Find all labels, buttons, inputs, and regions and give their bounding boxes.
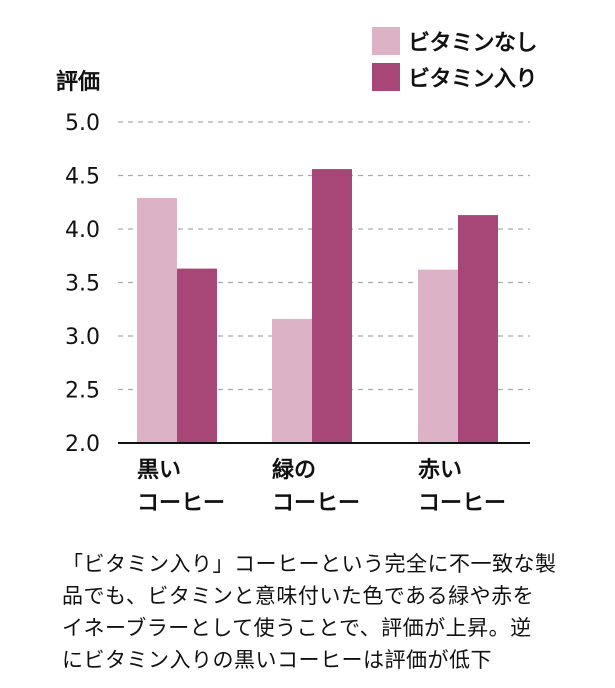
x-tick-label: コーヒー [418,491,506,516]
legend-item-with-vitamin: ビタミン入り [372,62,538,92]
caption-line: イネーブラーとして使うことで、評価が上昇。逆 [62,616,532,640]
bar-with-vitamin [177,268,217,443]
y-tick-label: 4.5 [65,165,100,190]
bar-with-vitamin [458,215,498,443]
x-tick-label: 赤い [418,458,462,483]
bar-with-vitamin [312,169,352,443]
bar-no-vitamin [418,269,458,443]
legend-swatch-no-vitamin [372,27,400,55]
legend-item-no-vitamin: ビタミンなし [372,26,538,56]
legend-label-with-vitamin: ビタミン入り [408,67,538,92]
legend-swatch-with-vitamin [372,63,400,91]
legend-label-no-vitamin: ビタミンなし [408,31,538,56]
y-tick-label: 2.5 [65,379,100,404]
y-tick-label: 3.5 [65,272,100,297]
caption: 「ビタミン入り」コーヒーという完全に不一致な製 品でも、ビタミンと意味付いた色で… [62,548,582,676]
x-tick-label: コーヒー [137,491,225,516]
caption-line: にビタミン入りの黒いコーヒーは評価が低下 [62,648,492,672]
x-tick-label: コーヒー [272,491,360,516]
x-tick-label: 黒い [137,458,181,483]
y-tick-label: 3.0 [65,325,100,350]
y-tick-label: 5.0 [65,111,100,136]
x-tick-label: 緑の [272,457,316,483]
y-tick-label: 4.0 [65,218,100,243]
legend: ビタミンなし ビタミン入り [372,26,538,98]
y-axis-label: 評価 [56,70,101,95]
caption-line: 「ビタミン入り」コーヒーという完全に不一致な製 [62,552,557,576]
bar-no-vitamin [137,197,177,443]
bar-no-vitamin [272,318,312,443]
caption-line: 品でも、ビタミンと意味付いた色である緑や赤を [62,584,535,608]
y-tick-label: 2.0 [65,432,100,457]
